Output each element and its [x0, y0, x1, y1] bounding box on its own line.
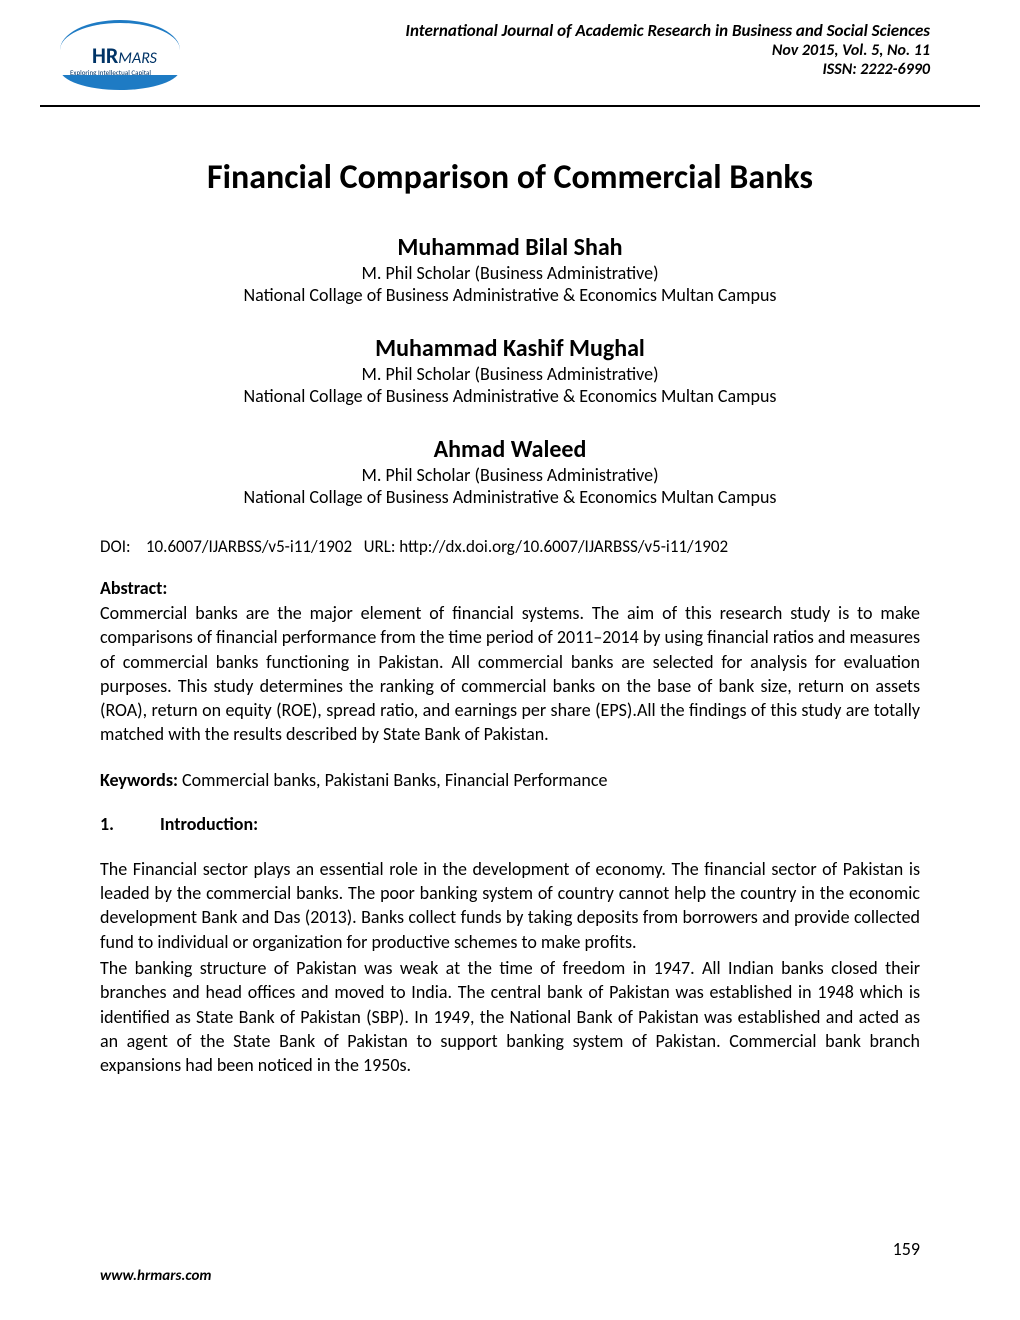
- keywords-text: Commercial banks, Pakistani Banks, Finan…: [182, 769, 607, 791]
- page-number: 159: [893, 1238, 920, 1260]
- body-paragraph: The banking structure of Pakistan was we…: [100, 956, 920, 1077]
- author-block: Muhammad Kashif Mughal M. Phil Scholar (…: [100, 334, 920, 407]
- keywords-line: Keywords: Commercial banks, Pakistani Ba…: [100, 769, 920, 791]
- journal-issn: ISSN: 2222-6990: [200, 60, 930, 79]
- logo-text-suffix: MARS: [118, 49, 157, 68]
- doi-url: http://dx.doi.org/10.6007/IJARBSS/v5-i11…: [399, 536, 728, 557]
- page-header: HRMARS Exploring Intellectual Capital In…: [40, 0, 980, 107]
- author-name: Muhammad Bilal Shah: [100, 233, 920, 262]
- publisher-logo: HRMARS Exploring Intellectual Capital: [60, 20, 180, 95]
- journal-info: International Journal of Academic Resear…: [200, 20, 930, 79]
- abstract-label: Abstract:: [100, 577, 920, 599]
- author-name: Ahmad Waleed: [100, 435, 920, 464]
- author-name: Muhammad Kashif Mughal: [100, 334, 920, 363]
- doi-label: DOI:: [100, 536, 131, 557]
- section-title: Introduction:: [160, 813, 258, 835]
- abstract-text: Commercial banks are the major element o…: [100, 601, 920, 747]
- author-role: M. Phil Scholar (Business Administrative…: [100, 464, 920, 486]
- logo-text: HRMARS: [92, 42, 157, 69]
- author-block: Muhammad Bilal Shah M. Phil Scholar (Bus…: [100, 233, 920, 306]
- author-affiliation: National Collage of Business Administrat…: [100, 486, 920, 508]
- journal-issue: Nov 2015, Vol. 5, No. 11: [200, 41, 930, 60]
- author-affiliation: National Collage of Business Administrat…: [100, 284, 920, 306]
- journal-name: International Journal of Academic Resear…: [200, 20, 930, 41]
- author-block: Ahmad Waleed M. Phil Scholar (Business A…: [100, 435, 920, 508]
- doi-line: DOI: 10.6007/IJARBSS/v5-i11/1902 URL: ht…: [100, 536, 920, 557]
- page-footer: www.hrmars.com 159: [100, 1267, 920, 1285]
- logo-text-main: HR: [92, 42, 118, 69]
- section-number: 1.: [100, 813, 160, 835]
- section-heading: 1.Introduction:: [100, 813, 920, 835]
- keywords-label: Keywords:: [100, 769, 178, 791]
- author-role: M. Phil Scholar (Business Administrative…: [100, 262, 920, 284]
- body-paragraph: The Financial sector plays an essential …: [100, 857, 920, 954]
- paper-title: Financial Comparison of Commercial Banks: [100, 157, 920, 198]
- doi-url-label: URL:: [364, 536, 396, 557]
- doi-value: 10.6007/IJARBSS/v5-i11/1902: [146, 536, 352, 557]
- footer-url: www.hrmars.com: [100, 1267, 211, 1285]
- main-content: Financial Comparison of Commercial Banks…: [0, 107, 1020, 1077]
- author-role: M. Phil Scholar (Business Administrative…: [100, 363, 920, 385]
- author-affiliation: National Collage of Business Administrat…: [100, 385, 920, 407]
